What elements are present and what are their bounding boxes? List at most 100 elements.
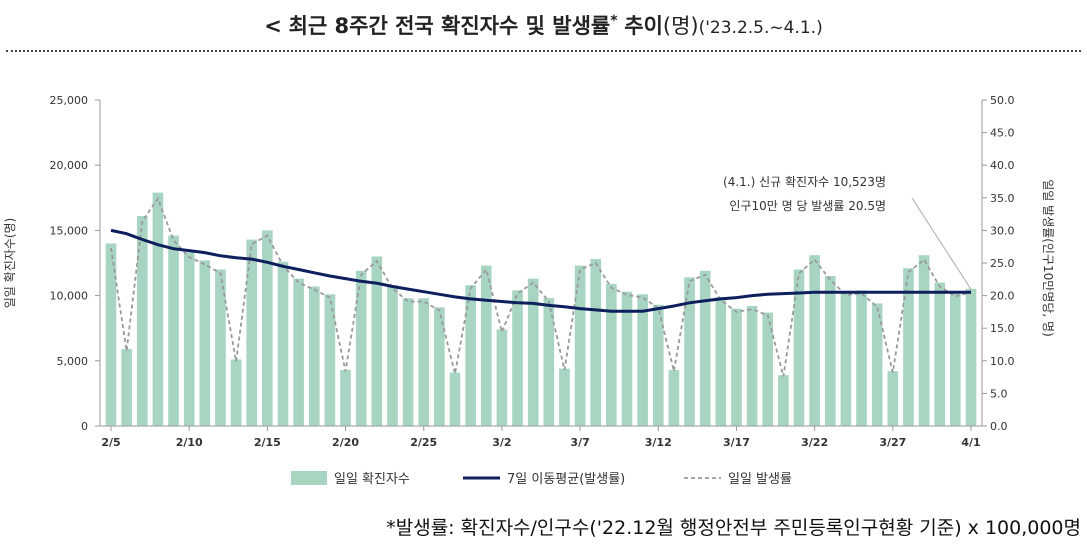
bar-2/11 <box>199 260 211 426</box>
x-tick-label: 3/17 <box>723 436 750 449</box>
bar-3/29 <box>918 255 930 426</box>
right-tick-label: 0.0 <box>990 420 1008 433</box>
right-tick-label: 15.0 <box>990 322 1015 335</box>
bar-3/13 <box>668 369 680 426</box>
bar-2/7 <box>136 216 148 426</box>
right-tick-label: 10.0 <box>990 355 1015 368</box>
bar-2/28 <box>465 285 476 426</box>
legend: 일일 확진자수 7일 이동평균(발생률) 일일 발생률 <box>291 471 792 487</box>
bar-3/7 <box>574 265 586 426</box>
bar-2/14 <box>246 239 258 426</box>
right-tick-label: 40.0 <box>990 159 1015 172</box>
annotation-line-1: (4.1.) 신규 확진자수 10,523명 <box>723 175 886 189</box>
bar-3/20 <box>778 375 789 426</box>
bar-3/2 <box>496 329 508 426</box>
left-tick-label: 15,000 <box>50 224 89 237</box>
bar-3/24 <box>840 291 852 426</box>
bar-2/18 <box>308 286 320 426</box>
bar-2/24 <box>402 298 414 426</box>
title-divider <box>6 50 1081 52</box>
bar-3/14 <box>684 277 695 426</box>
left-tick-label: 20,000 <box>50 159 89 172</box>
bar-2/22 <box>371 256 383 426</box>
x-tick-label: 2/5 <box>101 436 120 449</box>
title-period: ('23.2.5.~4.1.) <box>698 18 823 38</box>
bar-4/1 <box>965 288 977 426</box>
x-tick-label: 3/22 <box>801 436 828 449</box>
bar-2/25 <box>418 298 430 426</box>
bar-series <box>105 192 977 426</box>
x-tick-label: 2/15 <box>254 436 281 449</box>
bar-2/8 <box>152 192 164 426</box>
title-main: 최근 8주간 전국 확진자수 및 발생률 <box>288 14 611 38</box>
right-tick-label: 25.0 <box>990 257 1015 270</box>
bar-2/17 <box>293 278 304 426</box>
bar-2/19 <box>324 294 336 426</box>
bar-3/5 <box>543 298 555 426</box>
bar-2/15 <box>262 230 273 426</box>
bar-3/25 <box>856 290 867 426</box>
bar-3/30 <box>934 282 946 426</box>
bar-3/6 <box>559 368 570 426</box>
left-axis-title: 일일 확진자수(명) <box>3 218 17 308</box>
right-tick-label: 30.0 <box>990 224 1015 237</box>
bar-2/23 <box>387 285 398 426</box>
bar-2/5 <box>105 243 117 426</box>
bar-2/13 <box>230 359 242 426</box>
bar-3/31 <box>950 292 961 426</box>
x-tick-label: 2/25 <box>410 436 437 449</box>
bar-2/9 <box>168 235 179 426</box>
bar-3/17 <box>731 308 742 426</box>
bar-3/11 <box>637 294 648 426</box>
x-tick-label: 2/10 <box>176 436 203 449</box>
right-tick-label: 5.0 <box>990 387 1008 400</box>
right-tick-label: 35.0 <box>990 192 1015 205</box>
x-tick-label: 2/20 <box>332 436 359 449</box>
left-tick-label: 0 <box>81 420 88 433</box>
annotation-line-2: 인구10만 명 당 발생률 20.5명 <box>729 199 886 213</box>
bar-3/23 <box>824 276 836 426</box>
annotation-leader-line <box>911 197 972 290</box>
x-tick-label: 3/12 <box>645 436 672 449</box>
bar-3/22 <box>809 255 820 426</box>
bar-3/12 <box>652 304 664 426</box>
left-tick-label: 25,000 <box>50 94 89 107</box>
title-open: < <box>264 14 282 38</box>
bar-3/18 <box>746 306 758 426</box>
bar-3/15 <box>699 270 711 426</box>
bar-2/10 <box>183 252 195 426</box>
bar-2/6 <box>121 349 132 426</box>
bar-3/9 <box>606 283 617 426</box>
bar-3/26 <box>871 303 883 426</box>
x-tick-label: 3/7 <box>570 436 589 449</box>
bar-3/1 <box>480 265 492 426</box>
title-trend: 추이 <box>624 14 663 38</box>
moving-average-line <box>110 228 971 313</box>
bar-2/26 <box>434 307 445 426</box>
left-tick-label: 10,000 <box>50 290 89 303</box>
bar-2/12 <box>215 269 226 426</box>
title-unit: (명) <box>662 14 699 38</box>
x-tick-label: 3/2 <box>492 436 511 449</box>
chart-title: < 최근 8주간 전국 확진자수 및 발생률* 추이(명)('23.2.5.~4… <box>0 10 1087 40</box>
bar-2/21 <box>355 270 367 426</box>
legend-swatch-bar <box>291 471 327 485</box>
bar-3/4 <box>527 278 539 426</box>
left-tick-label: 5,000 <box>57 355 89 368</box>
x-tick-label: 4/1 <box>961 436 980 449</box>
legend-label-daily: 일일 발생률 <box>728 472 792 487</box>
bar-3/16 <box>715 296 727 426</box>
x-tick-label: 3/27 <box>879 436 906 449</box>
right-tick-label: 50.0 <box>990 94 1015 107</box>
bar-3/3 <box>512 290 523 426</box>
bar-2/20 <box>340 369 351 426</box>
daily-incidence-line <box>110 196 972 377</box>
bar-3/10 <box>621 291 633 426</box>
right-axis-title: 일일 발생률(인구10만명당, 명) <box>1041 179 1055 337</box>
line-series <box>110 196 972 377</box>
right-tick-label: 20.0 <box>990 290 1015 303</box>
bar-3/28 <box>903 268 914 426</box>
bar-3/27 <box>887 371 899 426</box>
